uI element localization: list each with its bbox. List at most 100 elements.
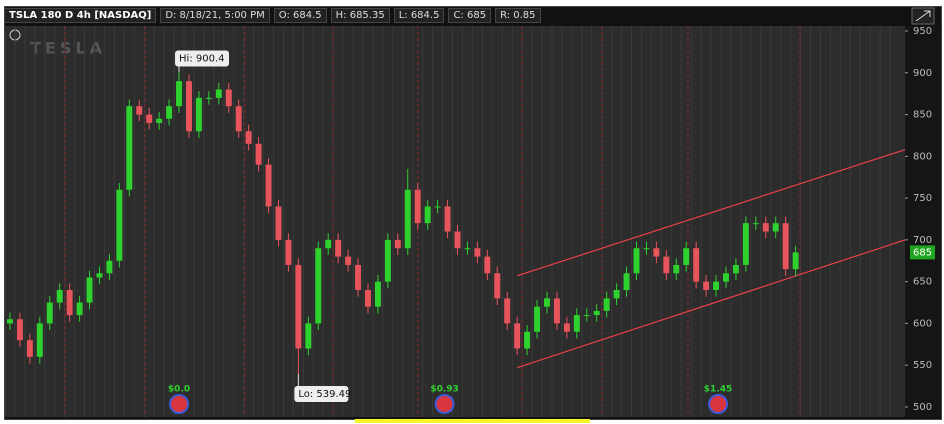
candle-body: [514, 323, 521, 349]
y-tick-label: 500: [913, 402, 932, 413]
candle-body: [752, 223, 759, 225]
event-icon[interactable]: [434, 394, 455, 414]
channel-line: [516, 149, 906, 277]
candle-body: [424, 206, 431, 224]
event-label: $1.45: [704, 385, 732, 395]
candle-body: [663, 256, 670, 274]
candle-body: [762, 223, 769, 232]
price-axis: [905, 26, 940, 417]
candle-body: [6, 319, 13, 324]
candle-body: [504, 298, 511, 324]
price-tag: [910, 245, 935, 260]
candle-body: [474, 248, 481, 257]
y-tick-label: 800: [913, 151, 932, 162]
candle-body: [782, 223, 789, 270]
candle-body: [544, 298, 550, 307]
candle-body: [16, 319, 23, 341]
candle-body: [176, 81, 183, 107]
candle-body: [613, 290, 620, 299]
y-tick-label: 600: [913, 318, 932, 329]
event-label: $0.0: [168, 385, 190, 395]
candle-body: [573, 315, 580, 332]
candle-body: [345, 256, 352, 265]
candle-body: [295, 264, 302, 349]
watermark: TESLA: [30, 39, 106, 58]
candle-body: [146, 114, 153, 123]
candle-body: [374, 281, 381, 307]
candle-body: [723, 273, 729, 282]
event-icon[interactable]: [708, 394, 729, 414]
low-label-box: [294, 385, 349, 402]
candle-body: [384, 239, 391, 282]
candle-body: [205, 97, 212, 99]
candle-body: [633, 248, 640, 274]
candle-body: [742, 223, 749, 265]
candle-body: [215, 89, 222, 98]
candle-body: [792, 252, 799, 270]
candle-body: [583, 315, 590, 317]
candle-body: [335, 239, 342, 257]
candle-body: [464, 248, 471, 250]
candle-body: [454, 231, 461, 249]
plot-area: [5, 26, 905, 417]
candle-body: [394, 239, 401, 249]
candle-body: [414, 189, 421, 224]
candle-body: [86, 277, 93, 303]
header-field: H: 685.35: [330, 8, 390, 23]
low-label: Lo: 539.49: [298, 389, 351, 400]
header-field: C: 685: [448, 8, 492, 23]
event-icon[interactable]: [169, 394, 190, 414]
candle-body: [494, 273, 501, 299]
y-tick-label: 700: [913, 235, 932, 246]
candle-body: [285, 239, 292, 265]
candle-body: [116, 189, 123, 261]
event-label: $0.93: [430, 385, 458, 395]
candle-body: [255, 143, 262, 165]
candle-body: [444, 206, 451, 232]
candle-body: [76, 302, 83, 316]
candle-body: [225, 89, 232, 107]
candle-body: [365, 290, 371, 307]
candle-body: [26, 340, 33, 357]
y-tick-label: 750: [913, 193, 932, 204]
candle-body: [603, 298, 610, 311]
candle-body: [653, 248, 660, 257]
high-label-box: [175, 50, 230, 67]
candle-body: [36, 323, 43, 357]
candle-body: [623, 273, 630, 291]
candle-body: [434, 206, 441, 208]
candle-body: [235, 106, 242, 132]
y-tick-label: 650: [913, 277, 932, 288]
candle-body: [673, 264, 680, 274]
candle-body: [563, 323, 570, 332]
candle-body: [156, 118, 163, 123]
candle-body: [96, 273, 103, 278]
symbol[interactable]: TSLA 180 D 4h [NASDAQ]: [4, 8, 157, 23]
candle-body: [275, 206, 282, 240]
candle-body: [355, 264, 362, 291]
candle-body: [404, 189, 411, 249]
candle-body: [106, 260, 113, 274]
header: TSLA 180 D 4h [NASDAQ] D: 8/18/21, 5:00 …: [4, 6, 541, 25]
candle-body: [325, 239, 332, 249]
candle-body: [643, 248, 650, 250]
candle-body: [693, 248, 700, 282]
candle-body: [713, 281, 720, 291]
candle-body: [126, 106, 133, 190]
highlight-bar: [355, 419, 590, 423]
candle-body: [305, 323, 312, 349]
y-tick-label: 950: [913, 26, 932, 37]
header-field: D: 8/18/21, 5:00 PM: [160, 8, 270, 23]
header-field: L: 684.5: [393, 8, 445, 23]
high-label: Hi: 900.4: [179, 53, 224, 64]
candle-body: [593, 310, 600, 316]
candle-body: [166, 106, 173, 119]
candle-body: [136, 106, 143, 115]
candle-body: [66, 290, 73, 316]
candle-body: [703, 281, 710, 291]
candle-body: [46, 302, 53, 324]
candle-body: [553, 298, 560, 324]
y-tick-label: 900: [913, 68, 932, 79]
